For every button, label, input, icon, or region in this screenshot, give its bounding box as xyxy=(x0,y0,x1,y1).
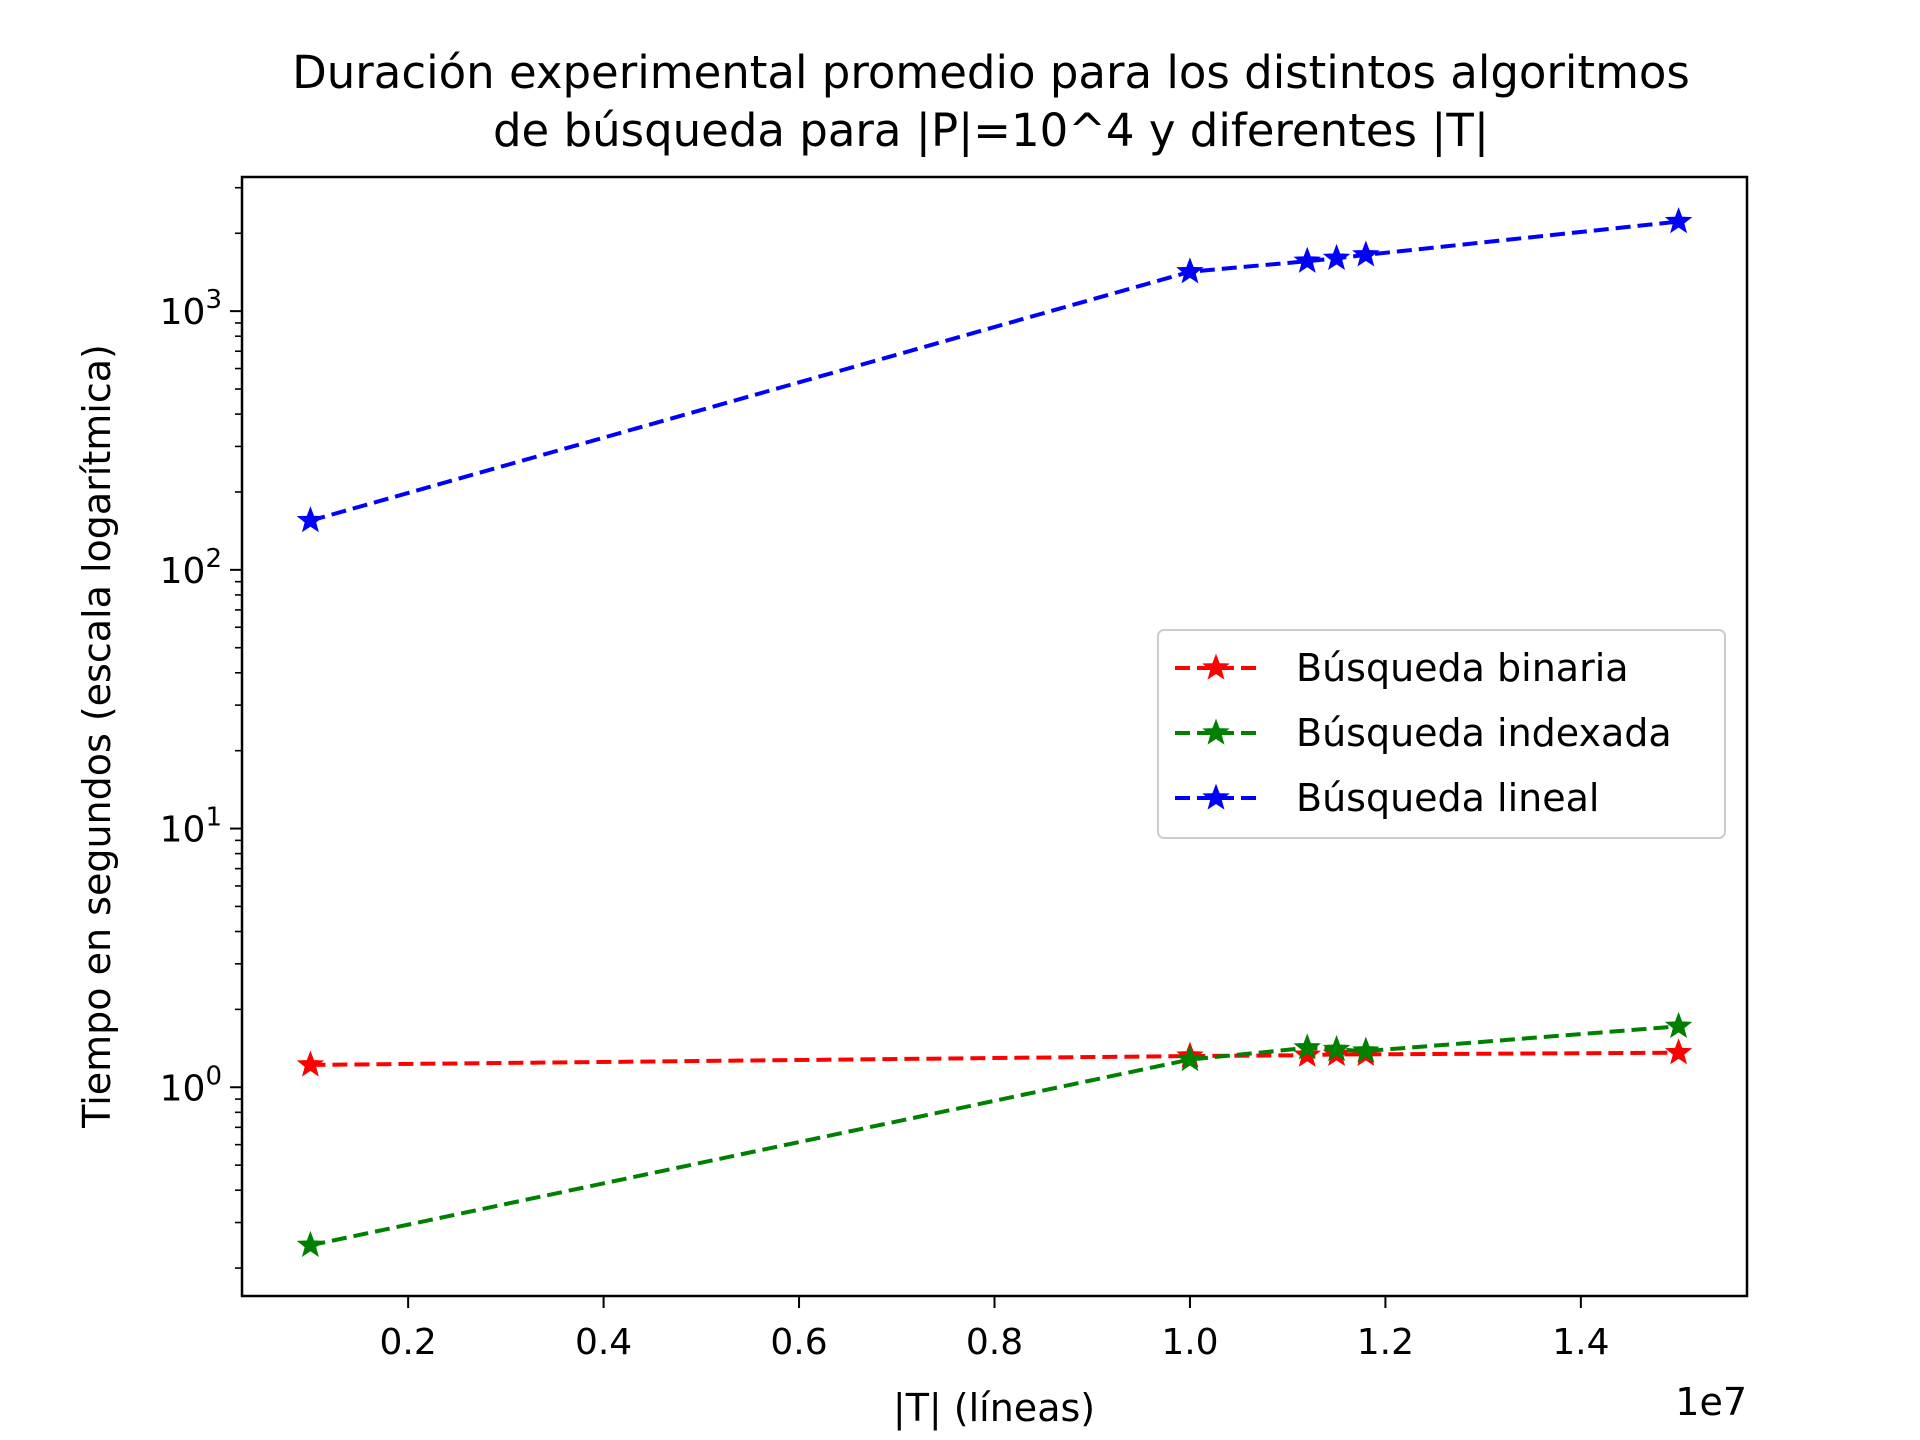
data-point xyxy=(296,1230,325,1257)
y-tick-label: 102 xyxy=(160,544,222,592)
series-2 xyxy=(296,1011,1693,1257)
y-tick-label: 101 xyxy=(160,803,222,851)
series-layer xyxy=(296,207,1693,1257)
data-point xyxy=(1293,1033,1321,1060)
y-tick-label: 103 xyxy=(160,285,222,333)
x-tick-label: 1.4 xyxy=(1552,1322,1609,1363)
data-point xyxy=(1322,1035,1351,1062)
y-tick-label: 100 xyxy=(160,1061,222,1109)
legend-marker xyxy=(1202,718,1230,745)
series-line xyxy=(309,1024,1679,1248)
data-point xyxy=(1176,257,1204,284)
x-tick-label: 0.2 xyxy=(380,1322,437,1363)
data-point xyxy=(1664,1038,1693,1065)
data-point xyxy=(296,1050,325,1077)
x-tick-label: 0.4 xyxy=(575,1322,632,1363)
legend-label: Búsqueda binaria xyxy=(1296,646,1629,690)
data-point xyxy=(1176,1045,1204,1072)
x-axis: 0.2 0.4 0.6 0.8 1.0 1.2 1.4 xyxy=(380,1296,1609,1363)
legend-marker xyxy=(1202,783,1230,810)
data-point xyxy=(1322,243,1351,271)
series-line xyxy=(309,219,1679,523)
data-point xyxy=(1664,1011,1693,1038)
data-point xyxy=(1293,1040,1321,1067)
legend-label: Búsqueda lineal xyxy=(1296,776,1599,820)
x-tick-label: 1.0 xyxy=(1161,1322,1218,1363)
x-tick-label: 0.8 xyxy=(966,1322,1023,1363)
data-point xyxy=(1352,240,1380,267)
data-point xyxy=(1293,246,1321,273)
legend-marker xyxy=(1202,653,1230,680)
x-tick-label: 1.2 xyxy=(1357,1322,1414,1363)
data-point xyxy=(1352,1036,1380,1063)
x-axis-offset-label: 1e7 xyxy=(1675,1380,1747,1424)
series-line xyxy=(310,1050,1679,1067)
data-point xyxy=(296,506,325,533)
y-axis-label: Tiempo en segundos (escala logarítmica) xyxy=(75,344,119,1129)
series-1 xyxy=(296,1038,1693,1077)
legend-label: Búsqueda indexada xyxy=(1296,711,1672,755)
y-axis: 100 101 102 103 xyxy=(160,186,242,1269)
legend-box xyxy=(1157,629,1726,839)
chart-title-line-1: Duración experimental promedio para los … xyxy=(292,46,1690,99)
legend-items: Búsqueda binaria Búsqueda indexada Búsqued… xyxy=(1175,646,1672,820)
chart-title-line-2: de búsqueda para |P|=10^4 y diferentes |… xyxy=(493,104,1489,157)
legend: Búsqueda binaria Búsqueda indexada Búsqued… xyxy=(1157,629,1726,839)
data-point xyxy=(1664,207,1693,234)
series-3 xyxy=(296,207,1693,533)
x-axis-label: |T| (líneas) xyxy=(893,1386,1095,1431)
x-tick-label: 0.6 xyxy=(770,1322,827,1363)
